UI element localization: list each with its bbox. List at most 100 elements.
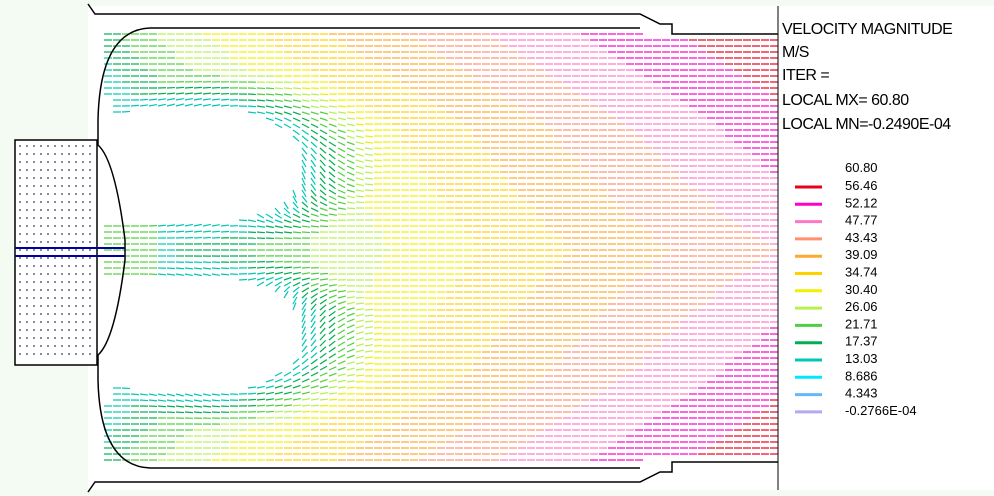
vector [230,123,238,124]
vector [158,406,166,407]
vector [347,387,355,388]
vector [239,220,247,221]
vector [185,231,193,232]
vector [104,183,112,184]
vector [365,363,373,364]
vector [338,393,346,394]
vector [212,268,220,269]
vector [248,393,256,394]
vector [248,106,256,107]
vector [194,87,202,88]
vector [122,207,130,208]
vector [257,267,265,268]
vector [356,124,364,125]
vector [329,100,337,101]
vector [293,232,301,233]
vector [284,267,292,268]
vector [230,376,238,377]
vector [365,184,373,185]
vector [320,226,328,227]
vector [329,279,337,280]
vector [203,93,211,94]
vector [212,194,213,202]
vector [113,304,121,305]
vector [221,152,222,160]
vector [230,219,238,220]
vector [275,411,283,412]
vector [365,136,373,137]
vector [266,411,274,412]
vector [203,412,211,413]
vector [140,400,148,401]
vector [104,364,112,365]
vector [203,231,211,232]
vector [158,93,166,94]
vector [131,394,139,395]
vector [104,135,112,136]
vector [302,232,310,233]
vector [257,94,265,95]
vector [284,232,292,233]
vector [122,388,130,389]
vector [302,267,310,268]
vector [131,105,139,106]
vector [266,88,274,89]
vector [329,220,337,221]
vector [113,123,121,124]
vector [320,273,328,274]
vector [203,87,211,88]
vector [257,405,265,406]
vector [311,273,319,274]
vector [248,399,256,400]
vector [347,208,355,209]
vector [239,130,247,131]
vector [221,400,229,401]
page: VELOCITY MAGNITUDE M/S ITER = LOCAL MX= … [0,0,994,496]
vector [275,88,283,89]
vector [176,87,184,88]
vector [239,279,247,280]
vector [140,219,148,220]
vector [113,376,121,377]
vector [347,112,355,113]
vector [329,399,337,400]
vector [185,87,193,88]
vector [212,93,220,94]
vector [212,406,220,407]
vector [185,268,193,269]
vector [203,406,211,407]
vector [113,195,121,196]
vector [257,290,258,298]
vector [239,124,247,125]
vector [338,106,346,107]
vector [131,286,139,287]
vector [266,232,274,233]
vector [221,394,229,395]
vector [338,285,346,286]
vector [257,232,265,233]
vector [194,412,202,413]
vector [212,231,220,232]
vector [140,280,148,281]
vector [176,412,184,413]
vector [338,214,346,215]
vector [131,213,139,214]
vector [248,226,256,227]
vector [293,88,301,89]
vector [311,226,319,227]
vector [239,375,247,376]
vector [365,315,373,316]
vector [239,369,247,370]
vector [122,111,130,112]
velocity-plot: VELOCITY MAGNITUDE M/S ITER = LOCAL MX= … [0,0,994,496]
vector [230,280,238,281]
vector [311,94,319,95]
vector [122,292,130,293]
vector [248,332,249,340]
vector [167,268,175,269]
vector [356,375,364,376]
vector [221,105,229,106]
vector [248,273,256,274]
vector [185,412,193,413]
vector [140,99,148,100]
